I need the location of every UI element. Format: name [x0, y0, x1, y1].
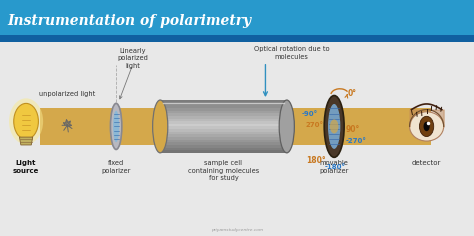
Text: -90°: -90°	[302, 111, 318, 117]
Polygon shape	[160, 111, 287, 113]
Ellipse shape	[113, 111, 119, 142]
Polygon shape	[160, 126, 287, 129]
Ellipse shape	[328, 104, 340, 149]
Ellipse shape	[153, 100, 168, 153]
Text: 270°: 270°	[306, 122, 324, 128]
FancyBboxPatch shape	[0, 0, 474, 42]
Polygon shape	[160, 140, 287, 142]
Polygon shape	[160, 103, 287, 105]
Polygon shape	[160, 134, 287, 137]
Text: unpolarized light: unpolarized light	[39, 91, 95, 97]
Polygon shape	[160, 145, 287, 148]
Polygon shape	[160, 118, 287, 121]
Ellipse shape	[424, 122, 429, 131]
Polygon shape	[160, 116, 287, 118]
Ellipse shape	[9, 98, 43, 144]
Text: movable
polarizer: movable polarizer	[319, 160, 349, 174]
Text: priyamstudycentre.com: priyamstudycentre.com	[211, 228, 263, 232]
Polygon shape	[160, 142, 287, 145]
Text: Light
source: Light source	[13, 160, 39, 174]
FancyBboxPatch shape	[0, 35, 474, 42]
Ellipse shape	[14, 103, 38, 139]
Polygon shape	[40, 108, 431, 145]
Ellipse shape	[410, 112, 444, 141]
Ellipse shape	[110, 103, 122, 149]
Polygon shape	[160, 137, 287, 140]
Text: Linearly
polarized
light: Linearly polarized light	[117, 48, 148, 69]
Text: 0°: 0°	[347, 89, 356, 98]
Text: Instrumentation of polarimetry: Instrumentation of polarimetry	[7, 14, 251, 28]
Text: Optical rotation due to
molecules: Optical rotation due to molecules	[254, 46, 329, 59]
Ellipse shape	[419, 116, 434, 137]
Text: detector: detector	[412, 160, 441, 166]
Polygon shape	[19, 137, 33, 145]
Text: fixed
polarizer: fixed polarizer	[101, 160, 131, 174]
Ellipse shape	[324, 96, 344, 157]
Text: sample cell
containing molecules
for study: sample cell containing molecules for stu…	[188, 160, 259, 181]
Ellipse shape	[330, 119, 338, 133]
Ellipse shape	[279, 100, 294, 153]
Polygon shape	[160, 121, 287, 124]
Polygon shape	[160, 132, 287, 134]
Polygon shape	[160, 113, 287, 116]
Polygon shape	[160, 108, 287, 111]
Polygon shape	[160, 105, 287, 108]
Polygon shape	[160, 148, 287, 150]
Text: -270°: -270°	[346, 138, 367, 144]
Polygon shape	[160, 150, 287, 153]
Polygon shape	[160, 124, 287, 126]
Text: 90°: 90°	[346, 125, 360, 134]
Polygon shape	[160, 100, 287, 103]
Polygon shape	[160, 129, 287, 132]
Text: 180°: 180°	[306, 156, 326, 165]
Text: -180°: -180°	[325, 164, 346, 170]
